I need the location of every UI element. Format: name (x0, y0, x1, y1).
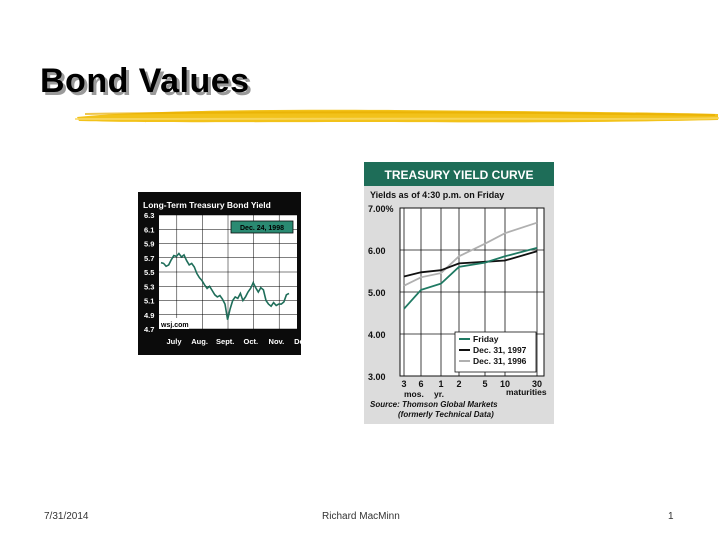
y-tick-label: 5.3 (144, 282, 154, 291)
long-term-bond-yield-chart: Long-Term Treasury Bond Yield 6.3 6.1 5.9 5… (138, 192, 301, 355)
date-badge-label: Dec. 24, 1998 (240, 225, 284, 232)
x-tick-label: 3 (401, 379, 406, 389)
source-line-1: Source: Thomson Global Markets (370, 400, 498, 409)
y-tick-label: 3.00 (368, 372, 386, 382)
x-tick-label: Sept. (216, 337, 234, 346)
y-tick-label: 6.1 (144, 225, 154, 234)
series-line-0 (403, 247, 538, 310)
footer-page-number: 1 (668, 511, 674, 522)
legend-label: Dec. 31, 1997 (473, 345, 527, 355)
x-tick-label: Aug. (191, 337, 208, 346)
footer-author: Richard MacMinn (322, 511, 400, 522)
y-tick-label: 5.00 (368, 288, 386, 298)
x-sublabel-maturities: maturities (506, 387, 547, 397)
x-tick-label: 5 (482, 379, 487, 389)
y-tick-label: 7.00% (368, 204, 394, 214)
x-tick-label: 10 (500, 379, 510, 389)
source-line-2: (formerly Technical Data) (398, 410, 494, 419)
x-tick-label: July (166, 337, 182, 346)
slide-title: Bond Values (40, 62, 250, 100)
y-tick-label: 5.7 (144, 254, 154, 263)
footer-date: 7/31/2014 (44, 511, 89, 522)
series-line-1 (403, 250, 538, 278)
y-tick-label: 6.3 (144, 211, 154, 220)
x-tick-label: 6 (418, 379, 423, 389)
x-tick-label: 30 (532, 379, 542, 389)
chart-header (364, 162, 554, 186)
x-tick-label: Dec. (294, 337, 301, 346)
y-tick-label: 4.00 (368, 330, 386, 340)
x-sublabel-months: mos. (404, 389, 424, 399)
legend-label: Dec. 31, 1996 (473, 356, 527, 366)
legend-label: Friday (473, 334, 499, 344)
x-tick-label: Nov. (269, 337, 285, 346)
series-line-2 (403, 221, 538, 287)
y-tick-label: 4.9 (144, 311, 154, 320)
chart-subtitle: Yields as of 4:30 p.m. on Friday (370, 190, 504, 200)
highlighter-stroke (75, 109, 720, 123)
y-tick-label: 5.1 (144, 297, 154, 306)
y-tick-label: 5.5 (144, 268, 154, 277)
x-tick-label: Oct. (244, 337, 259, 346)
y-tick-label: 4.7 (144, 325, 154, 334)
date-badge (230, 220, 294, 234)
source-label: wsj.com (160, 322, 189, 329)
chart-title: Long-Term Treasury Bond Yield (143, 200, 271, 210)
chart-title: TREASURY YIELD CURVE (385, 168, 534, 182)
y-tick-label: 5.9 (144, 240, 154, 249)
yield-series-line (160, 252, 290, 320)
source-label-bg (159, 318, 189, 329)
y-tick-label: 6.00 (368, 246, 386, 256)
x-sublabel-year: yr. (434, 389, 444, 399)
x-tick-label: 1 (438, 379, 443, 389)
x-tick-label: 2 (456, 379, 461, 389)
treasury-yield-curve-chart: TREASURY YIELD CURVE Yields as of 4:30 p… (364, 162, 554, 424)
